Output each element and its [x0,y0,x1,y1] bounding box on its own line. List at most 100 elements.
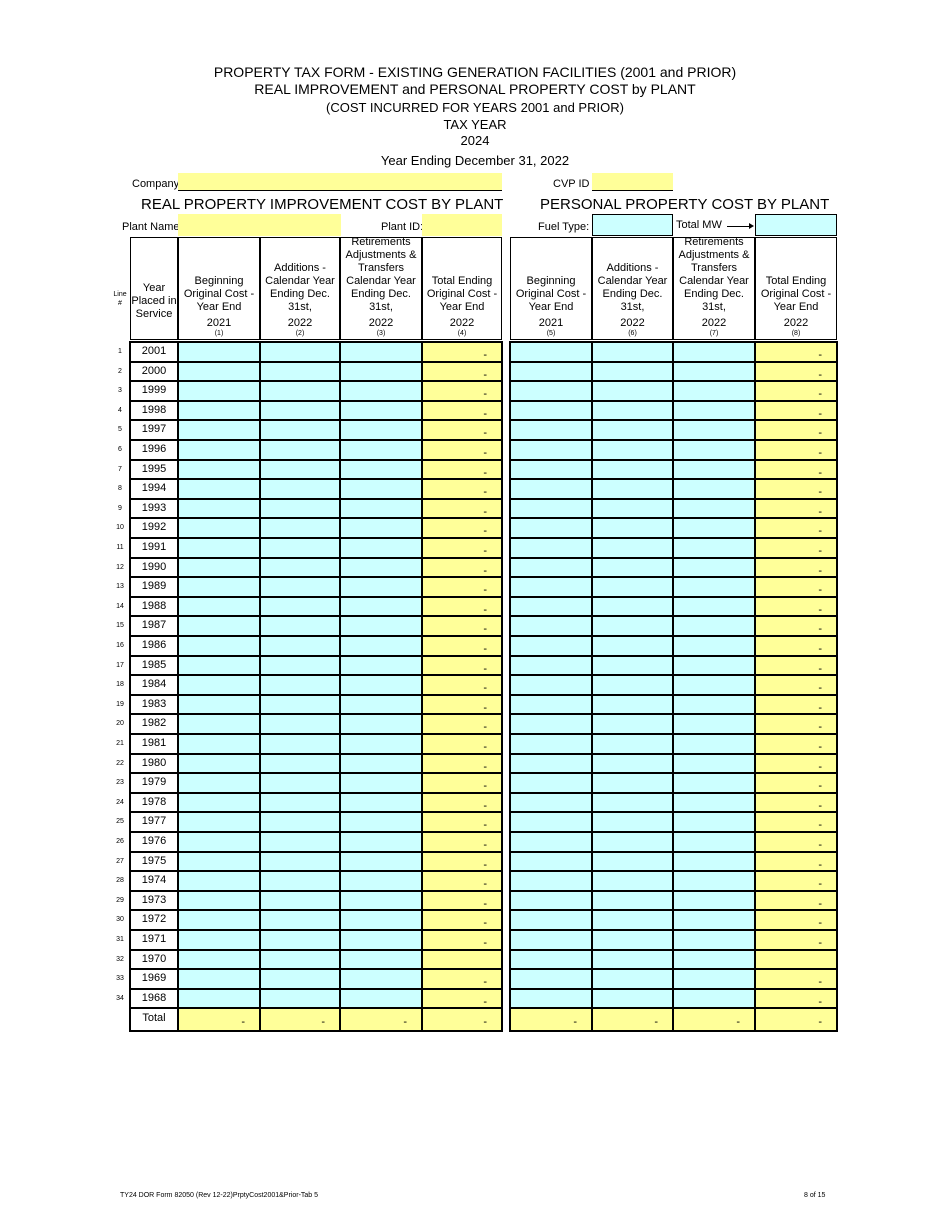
cost-input-cell[interactable] [178,420,260,440]
cost-input-cell[interactable] [340,734,422,754]
cost-input-cell[interactable] [340,753,422,774]
cost-input-cell[interactable] [673,753,755,774]
cost-input-cell[interactable] [178,381,260,401]
cost-input-cell[interactable] [510,792,592,813]
cost-input-cell[interactable] [592,342,673,362]
cost-input-cell[interactable] [592,459,673,480]
cost-input-cell[interactable] [592,930,673,950]
cost-input-cell[interactable] [592,910,673,930]
cost-input-cell[interactable] [510,538,592,558]
cost-input-cell[interactable] [592,714,673,734]
cost-input-cell[interactable] [260,851,340,872]
cost-input-cell[interactable] [178,342,260,362]
cost-input-cell[interactable] [260,988,340,1009]
cost-input-cell[interactable] [340,361,422,382]
cost-input-cell[interactable] [340,440,422,460]
cost-input-cell[interactable] [673,459,755,480]
cost-input-cell[interactable] [340,890,422,911]
cost-input-cell[interactable] [510,734,592,754]
cost-input-cell[interactable] [260,949,340,970]
cost-input-cell[interactable] [178,890,260,911]
cost-input-cell[interactable] [340,949,422,970]
cost-input-cell[interactable] [673,969,755,989]
cost-input-cell[interactable] [592,890,673,911]
cost-input-cell[interactable] [260,714,340,734]
cost-input-cell[interactable] [178,440,260,460]
cost-input-cell[interactable] [178,498,260,519]
cost-input-cell[interactable] [510,636,592,656]
cost-input-cell[interactable] [510,400,592,421]
cost-input-cell[interactable] [510,832,592,852]
cost-input-cell[interactable] [178,792,260,813]
cost-input-cell[interactable] [673,949,755,970]
cost-input-cell[interactable] [178,753,260,774]
cost-input-cell[interactable] [260,518,340,538]
cost-input-cell[interactable] [673,538,755,558]
cost-input-cell[interactable] [510,518,592,538]
cost-input-cell[interactable] [510,871,592,891]
cost-input-cell[interactable] [510,420,592,440]
cost-input-cell[interactable] [592,557,673,578]
cost-input-cell[interactable] [260,361,340,382]
cost-input-cell[interactable] [673,479,755,499]
cost-input-cell[interactable] [340,812,422,832]
cost-input-cell[interactable] [260,655,340,676]
cost-input-cell[interactable] [510,616,592,636]
cost-input-cell[interactable] [510,577,592,597]
cost-input-cell[interactable] [178,479,260,499]
cost-input-cell[interactable] [673,518,755,538]
cost-input-cell[interactable] [340,832,422,852]
cost-input-cell[interactable] [592,988,673,1009]
cost-input-cell[interactable] [178,636,260,656]
fuel-type-input[interactable] [592,214,673,236]
cost-input-cell[interactable] [178,734,260,754]
cost-input-cell[interactable] [510,498,592,519]
cost-input-cell[interactable] [260,753,340,774]
cost-input-cell[interactable] [178,832,260,852]
cost-input-cell[interactable] [673,557,755,578]
cost-input-cell[interactable] [340,988,422,1009]
cost-input-cell[interactable] [592,400,673,421]
cost-input-cell[interactable] [340,871,422,891]
cost-input-cell[interactable] [592,616,673,636]
cost-input-cell[interactable] [260,812,340,832]
cost-input-cell[interactable] [510,557,592,578]
cost-input-cell[interactable] [178,459,260,480]
cost-input-cell[interactable] [673,910,755,930]
cost-input-cell[interactable] [340,969,422,989]
cost-input-cell[interactable] [340,851,422,872]
cost-input-cell[interactable] [260,773,340,793]
cost-input-cell[interactable] [340,694,422,715]
cost-input-cell[interactable] [178,910,260,930]
cost-input-cell[interactable] [592,792,673,813]
cost-input-cell[interactable] [510,969,592,989]
cost-input-cell[interactable] [592,851,673,872]
cost-input-cell[interactable] [592,812,673,832]
cost-input-cell[interactable] [673,596,755,617]
cost-input-cell[interactable] [260,890,340,911]
cost-input-cell[interactable] [340,420,422,440]
cost-input-cell[interactable] [673,812,755,832]
cost-input-cell[interactable] [178,988,260,1009]
cost-input-cell[interactable] [260,498,340,519]
cost-input-cell[interactable] [673,577,755,597]
cost-input-cell[interactable] [340,538,422,558]
cost-input-cell[interactable] [592,361,673,382]
cost-input-cell[interactable] [592,596,673,617]
cost-input-cell[interactable] [178,694,260,715]
cost-input-cell[interactable] [178,773,260,793]
cost-input-cell[interactable] [673,498,755,519]
cost-input-cell[interactable] [592,498,673,519]
cost-input-cell[interactable] [260,440,340,460]
cost-input-cell[interactable] [178,871,260,891]
cost-input-cell[interactable] [673,400,755,421]
cost-input-cell[interactable] [340,675,422,695]
cost-input-cell[interactable] [592,381,673,401]
cost-input-cell[interactable] [673,890,755,911]
cost-input-cell[interactable] [592,694,673,715]
cost-input-cell[interactable] [340,655,422,676]
cost-input-cell[interactable] [592,969,673,989]
cost-input-cell[interactable] [260,910,340,930]
cost-input-cell[interactable] [340,381,422,401]
cvp-id-input[interactable] [592,173,673,191]
